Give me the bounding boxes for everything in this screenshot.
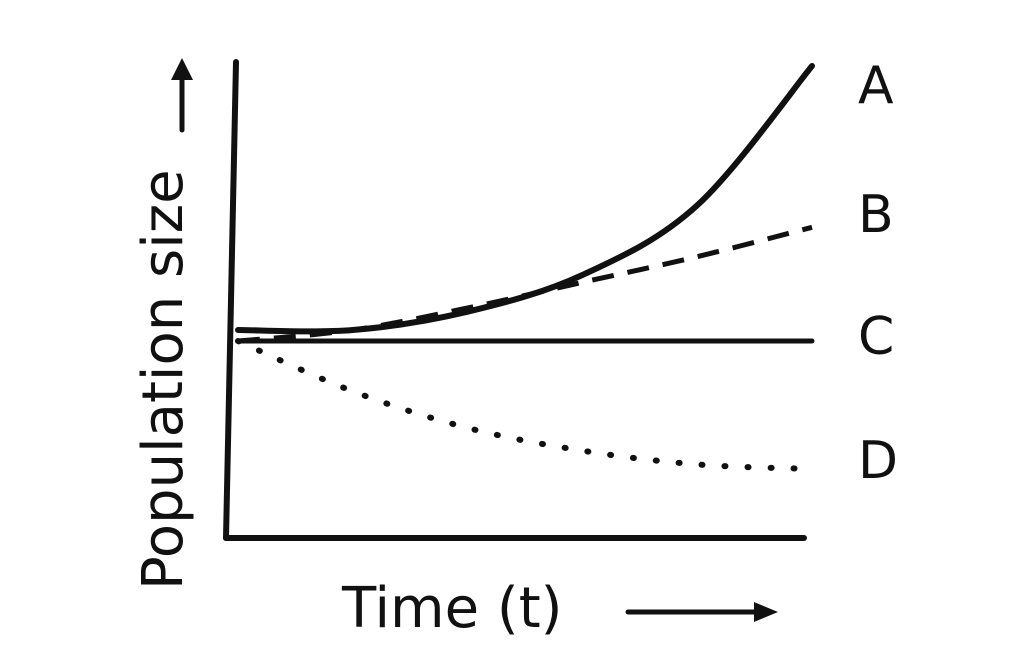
- x-axis-title: Time (t): [341, 576, 563, 641]
- y-axis-arrow-icon: [171, 58, 193, 133]
- series-a-label: A: [858, 56, 894, 116]
- y-axis-line: [223, 59, 239, 541]
- x-axis-arrow-icon: [625, 602, 778, 622]
- y-axis-title: Population size: [131, 169, 196, 590]
- y-axis-title-group: Population size: [131, 169, 196, 590]
- series-b-label: B: [858, 185, 894, 245]
- series-d-line: [235, 338, 815, 472]
- series-d-label: D: [858, 431, 898, 491]
- series-a-line: [235, 63, 815, 335]
- series-b-line: [237, 224, 813, 344]
- series-label-layer: A B C D: [858, 56, 898, 491]
- series-layer: [235, 63, 815, 472]
- series-c-label: C: [858, 307, 894, 367]
